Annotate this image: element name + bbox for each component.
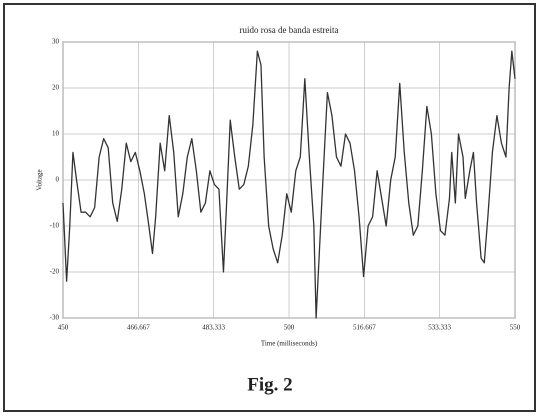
y-axis-label: Voltage [36,169,44,190]
x-tick-label: 516.667 [353,324,376,332]
y-tick-label: -30 [50,314,60,322]
x-axis-label: Time (milliseconds) [261,340,318,348]
data-line [62,50,516,319]
x-tick-label: 466.667 [127,324,150,332]
chart-title: ruido rosa de banda estreita [240,25,339,35]
y-tick-label: 10 [52,130,60,138]
y-tick-label: -20 [50,268,60,276]
y-tick-label: 20 [52,84,60,92]
x-tick-label: 550 [510,324,521,332]
caption: Fig. 2 [247,374,292,395]
x-tick-label: 483.333 [202,324,225,332]
y-tick-label: -10 [50,222,60,230]
y-tick-label: 30 [52,38,60,46]
x-tick-label: 500 [284,324,295,332]
x-tick-label: 450 [58,324,69,332]
y-tick-label: 0 [56,176,60,184]
figure-frame [3,3,536,412]
x-tick-label: 533.333 [428,324,451,332]
